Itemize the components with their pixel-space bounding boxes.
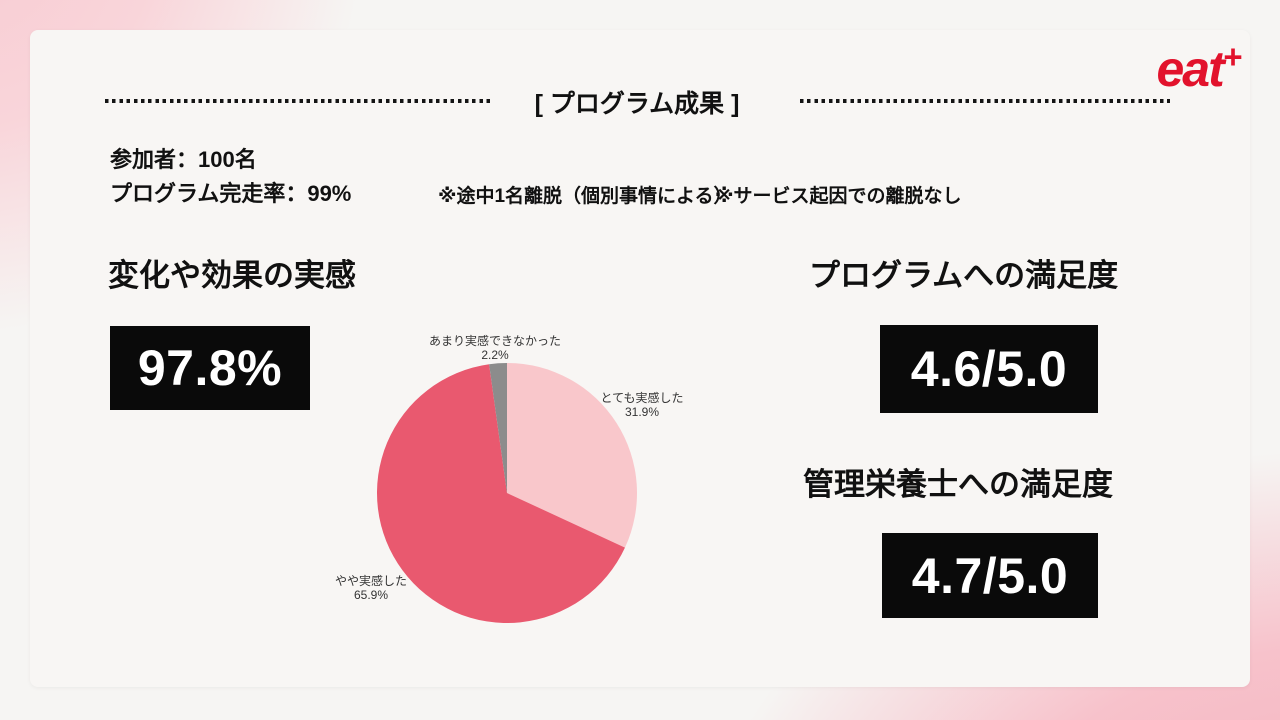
dotted-divider-right xyxy=(800,99,1170,103)
program-score-box: 4.6/5.0 xyxy=(880,325,1098,413)
pie-label-very-felt: とても実感した 31.9% xyxy=(600,391,683,419)
program-satisfaction-title: プログラムへの満足度 xyxy=(809,258,1119,293)
pie-slice-2 xyxy=(489,363,507,493)
pie-slice-1 xyxy=(376,364,625,624)
completion-rate: プログラム完走率：99% xyxy=(110,181,352,206)
pie-label-somewhat-felt: やや実感した 65.9% xyxy=(335,574,407,602)
participants-count: 参加者：100名 xyxy=(110,147,257,172)
pie-label-not-felt: あまり実感できなかった 2.2% xyxy=(429,334,561,362)
dietitian-score-box: 4.7/5.0 xyxy=(882,533,1098,618)
page-title: [ プログラム成果 ] xyxy=(534,90,740,118)
logo-text: eat xyxy=(1156,41,1224,97)
dropout-note: ※途中1名離脱（個別事情による） xyxy=(438,186,733,207)
dietitian-satisfaction-title: 管理栄養士への満足度 xyxy=(803,467,1113,502)
pie-label-text: やや実感した xyxy=(334,574,408,588)
content-card: eat+ [ プログラム成果 ] 参加者：100名 プログラム完走率：99% ※… xyxy=(30,30,1250,687)
pie-chart xyxy=(376,363,637,624)
pie-label-text: あまり実感できなかった xyxy=(428,334,562,348)
pie-label-text: とても実感した xyxy=(600,391,684,405)
dietitian-score-value: 4.7/5.0 xyxy=(911,547,1069,604)
program-score-value: 4.6/5.0 xyxy=(910,341,1068,397)
logo-plus-icon: + xyxy=(1222,38,1242,75)
eat-plus-logo: eat+ xyxy=(1130,38,1242,100)
effect-highlight-box: 97.8% xyxy=(110,326,310,410)
pie-label-pct: 65.9% xyxy=(353,588,389,602)
service-note: ※サービス起因での離脱なし xyxy=(715,186,962,207)
effect-section-title: 変化や効果の実感 xyxy=(108,258,356,293)
effect-highlight-value: 97.8% xyxy=(137,340,283,396)
pie-label-pct: 31.9% xyxy=(624,405,660,419)
dotted-divider-left xyxy=(105,99,493,103)
pie-slice-0 xyxy=(507,363,637,548)
pie-label-pct: 2.2% xyxy=(481,348,509,362)
